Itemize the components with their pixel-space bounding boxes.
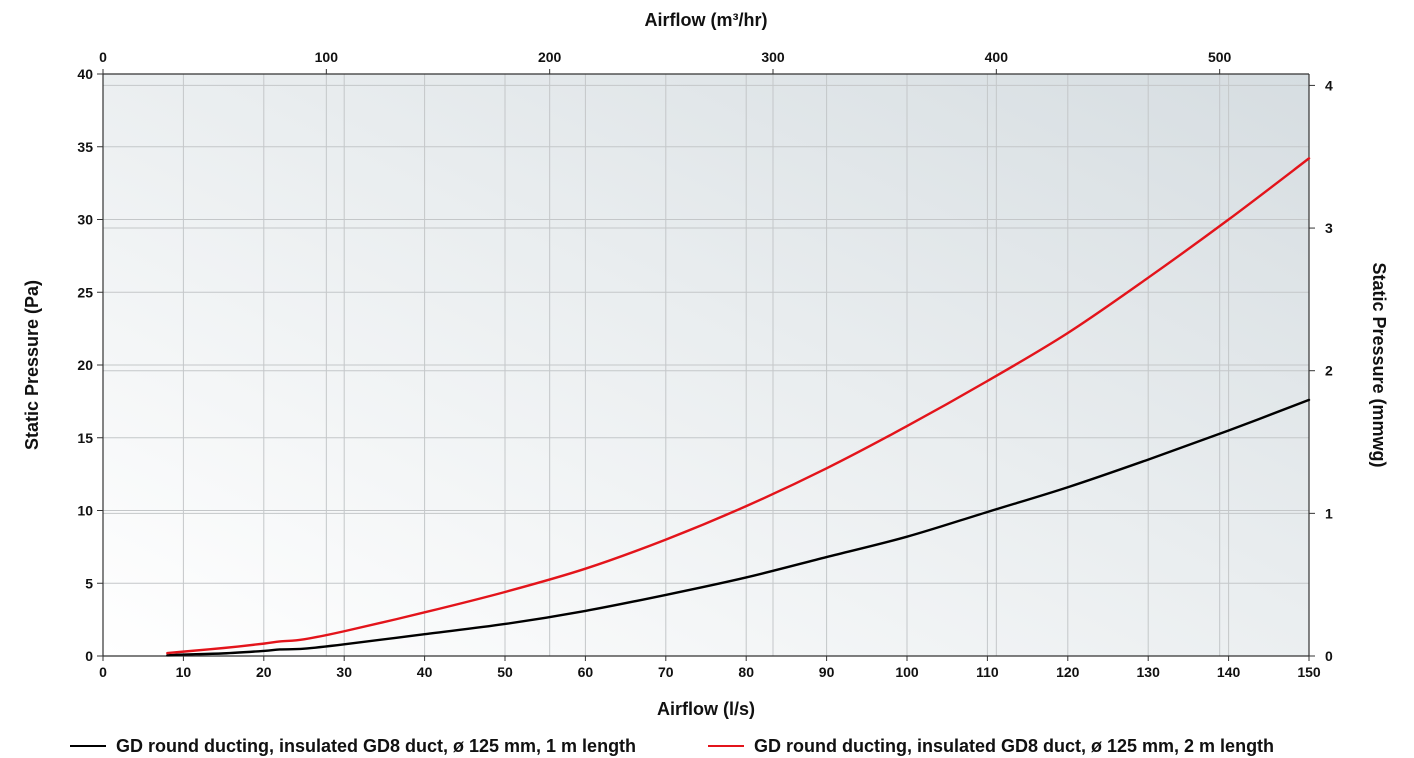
x-axis-title: Airflow (l/s) bbox=[657, 699, 755, 719]
legend-label-1m: GD round ducting, insulated GD8 duct, ø … bbox=[116, 736, 636, 756]
x-tick-label-9: 90 bbox=[819, 664, 835, 680]
y2-axis-title: Static Pressure (mmwg) bbox=[1369, 262, 1389, 467]
x-tick-label-2: 20 bbox=[256, 664, 272, 680]
x2-tick-label-1: 100 bbox=[315, 49, 339, 65]
x-tick-label-11: 110 bbox=[976, 664, 999, 680]
y2-tick-label-2: 2 bbox=[1325, 363, 1333, 379]
grid-lines bbox=[102, 73, 1310, 657]
x-tick-label-0: 0 bbox=[99, 664, 107, 680]
y-tick-label-0: 0 bbox=[85, 648, 93, 664]
x-tick-label-7: 70 bbox=[658, 664, 674, 680]
series-line-2m bbox=[166, 157, 1311, 655]
x2-axis-title: Airflow (m³/hr) bbox=[645, 10, 768, 30]
y2-tick-label-4: 4 bbox=[1325, 77, 1333, 93]
x-tick-label-6: 60 bbox=[578, 664, 594, 680]
x2-tick-label-5: 500 bbox=[1208, 49, 1232, 65]
x-tick-label-5: 50 bbox=[497, 664, 513, 680]
x-tick-label-14: 140 bbox=[1217, 664, 1241, 680]
x-tick-label-15: 150 bbox=[1297, 664, 1321, 680]
series-line-1m bbox=[166, 398, 1311, 657]
y-tick-label-4: 20 bbox=[77, 357, 93, 373]
x-tick-label-1: 10 bbox=[176, 664, 192, 680]
y-tick-label-6: 30 bbox=[77, 212, 93, 228]
y-axis-title: Static Pressure (Pa) bbox=[22, 280, 42, 450]
series-lines bbox=[166, 157, 1311, 657]
y-tick-label-5: 25 bbox=[77, 284, 93, 300]
y-tick-label-2: 10 bbox=[77, 503, 93, 519]
x2-tick-label-3: 300 bbox=[761, 49, 785, 65]
y-tick-label-3: 15 bbox=[77, 430, 93, 446]
y2-tick-label-1: 1 bbox=[1325, 505, 1333, 521]
x2-tick-label-4: 400 bbox=[985, 49, 1009, 65]
legend-label-2m: GD round ducting, insulated GD8 duct, ø … bbox=[754, 736, 1274, 756]
x-tick-label-12: 120 bbox=[1056, 664, 1080, 680]
x-tick-label-3: 30 bbox=[336, 664, 352, 680]
y-tick-label-8: 40 bbox=[77, 66, 93, 82]
x-tick-label-4: 40 bbox=[417, 664, 433, 680]
x-tick-label-10: 100 bbox=[895, 664, 919, 680]
axes bbox=[102, 73, 1310, 657]
y-tick-label-1: 5 bbox=[85, 575, 93, 591]
x2-tick-label-2: 200 bbox=[538, 49, 562, 65]
y2-tick-label-0: 0 bbox=[1325, 648, 1333, 664]
y2-tick-label-3: 3 bbox=[1325, 220, 1333, 236]
x-tick-label-8: 80 bbox=[738, 664, 754, 680]
x2-tick-label-0: 0 bbox=[99, 49, 107, 65]
y-tick-label-7: 35 bbox=[77, 139, 93, 155]
legend: GD round ducting, insulated GD8 duct, ø … bbox=[70, 736, 1274, 756]
x-tick-label-13: 130 bbox=[1137, 664, 1161, 680]
